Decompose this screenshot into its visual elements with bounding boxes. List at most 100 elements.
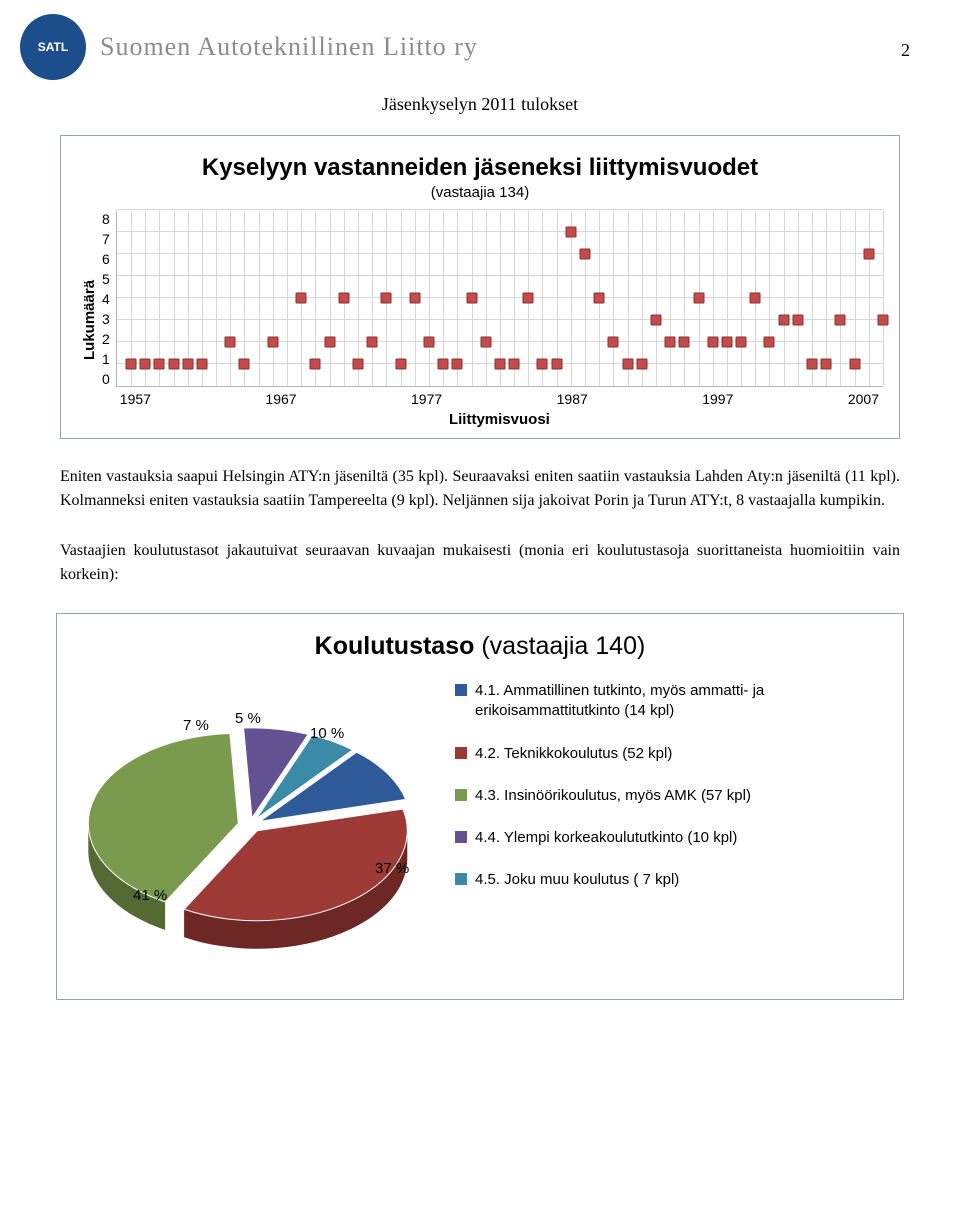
data-point — [267, 337, 278, 348]
data-point — [807, 359, 818, 370]
data-point — [239, 359, 250, 370]
data-point — [409, 293, 420, 304]
data-point — [778, 315, 789, 326]
legend-item: 4.1. Ammatillinen tutkinto, myös ammatti… — [455, 681, 885, 722]
pie-chart-title-bold: Koulutustaso — [315, 632, 475, 660]
data-point — [608, 337, 619, 348]
pie-slice-label: 5 % — [235, 710, 261, 727]
legend-swatch — [455, 873, 467, 885]
data-point — [182, 359, 193, 370]
legend-swatch — [455, 747, 467, 759]
data-point — [707, 337, 718, 348]
pie-chart-title-rest: (vastaajia 140) — [474, 632, 645, 660]
scatter-x-ticks: 1957 1967 1977 1987 1997 2007 — [116, 391, 883, 407]
x-tick: 1997 — [702, 391, 733, 407]
data-point — [338, 293, 349, 304]
data-point — [509, 359, 520, 370]
data-point — [821, 359, 832, 370]
document-subtitle: Jäsenkyselyn 2011 tulokset — [0, 94, 960, 115]
legend-label: 4.2. Teknikkokoulutus (52 kpl) — [475, 744, 672, 764]
pie-chart-panel: Koulutustaso (vastaajia 140) 10 % 37 % 41 … — [56, 613, 904, 1000]
y-tick: 3 — [102, 311, 110, 327]
data-point — [878, 315, 889, 326]
data-point — [636, 359, 647, 370]
data-point — [594, 293, 605, 304]
scatter-chart-title: Kyselyyn vastanneiden jäseneksi liittymi… — [77, 154, 883, 182]
legend-item: 4.3. Insinöörikoulutus, myös AMK (57 kpl… — [455, 786, 885, 806]
x-tick: 1987 — [557, 391, 588, 407]
data-point — [565, 227, 576, 238]
x-tick: 1977 — [411, 391, 442, 407]
y-tick: 5 — [102, 271, 110, 287]
data-point — [381, 293, 392, 304]
pie-chart-title: Koulutustaso (vastaajia 140) — [75, 632, 885, 661]
data-point — [480, 337, 491, 348]
data-point — [310, 359, 321, 370]
x-tick: 1967 — [265, 391, 296, 407]
pie-slice-label: 10 % — [310, 725, 344, 742]
data-point — [537, 359, 548, 370]
data-point — [367, 337, 378, 348]
data-point — [750, 293, 761, 304]
y-tick: 1 — [102, 351, 110, 367]
data-point — [140, 359, 151, 370]
data-point — [622, 359, 633, 370]
data-point — [466, 293, 477, 304]
x-tick: 1957 — [120, 391, 151, 407]
paragraph-2: Vastaajien koulutustasot jakautuivat seu… — [60, 539, 900, 587]
org-name: Suomen Autoteknillinen Liitto ry — [100, 32, 478, 62]
data-point — [693, 293, 704, 304]
data-point — [523, 293, 534, 304]
data-point — [225, 337, 236, 348]
logo-text: SATL — [38, 40, 68, 54]
y-tick: 2 — [102, 331, 110, 347]
pie-chart-legend: 4.1. Ammatillinen tutkinto, myös ammatti… — [455, 675, 885, 891]
data-point — [580, 249, 591, 260]
pie-chart-cell: 10 % 37 % 41 % 7 % 5 % — [75, 675, 445, 985]
scatter-plot: 1957 1967 1977 1987 1997 2007 Liittymisvuosi — [116, 211, 883, 428]
pie-chart-svg: 10 % 37 % 41 % 7 % 5 % — [75, 675, 445, 985]
page-number: 2 — [901, 40, 910, 61]
legend-item: 4.5. Joku muu koulutus ( 7 kpl) — [455, 870, 885, 890]
x-tick: 2007 — [848, 391, 879, 407]
data-point — [494, 359, 505, 370]
legend-label: 4.4. Ylempi korkeakoulututkinto (10 kpl) — [475, 828, 737, 848]
data-point — [665, 337, 676, 348]
data-point — [650, 315, 661, 326]
scatter-chart-panel: Kyselyyn vastanneiden jäseneksi liittymi… — [60, 135, 900, 439]
scatter-x-axis-label: Liittymisvuosi — [116, 411, 883, 428]
data-point — [835, 315, 846, 326]
data-point — [863, 249, 874, 260]
data-point — [423, 337, 434, 348]
data-point — [452, 359, 463, 370]
legend-label: 4.5. Joku muu koulutus ( 7 kpl) — [475, 870, 679, 890]
data-point — [438, 359, 449, 370]
y-tick: 6 — [102, 251, 110, 267]
legend-label: 4.1. Ammatillinen tutkinto, myös ammatti… — [475, 681, 885, 722]
pie-slice-label: 7 % — [183, 717, 209, 734]
y-tick: 0 — [102, 371, 110, 387]
data-point — [196, 359, 207, 370]
data-point — [792, 315, 803, 326]
data-point — [168, 359, 179, 370]
data-point — [551, 359, 562, 370]
data-point — [736, 337, 747, 348]
data-point — [679, 337, 690, 348]
scatter-plot-area — [116, 211, 883, 387]
scatter-y-ticks: 012345678 — [102, 211, 116, 387]
logo-badge: SATL — [20, 14, 86, 80]
paragraph-1: Eniten vastauksia saapui Helsingin ATY:n… — [60, 465, 900, 513]
scatter-chart-body: Lukumäärä 012345678 19571967197719871997… — [77, 211, 883, 428]
legend-swatch — [455, 789, 467, 801]
y-tick: 8 — [102, 211, 110, 227]
scatter-chart-subtitle: (vastaajia 134) — [77, 184, 883, 201]
y-tick: 7 — [102, 231, 110, 247]
legend-label: 4.3. Insinöörikoulutus, myös AMK (57 kpl… — [475, 786, 751, 806]
pie-slice-label: 41 % — [133, 887, 167, 904]
pie-slice-label: 37 % — [375, 860, 409, 877]
legend-item: 4.2. Teknikkokoulutus (52 kpl) — [455, 744, 885, 764]
legend-swatch — [455, 831, 467, 843]
data-point — [395, 359, 406, 370]
page-header: SATL Suomen Autoteknillinen Liitto ry — [0, 0, 960, 88]
data-point — [721, 337, 732, 348]
